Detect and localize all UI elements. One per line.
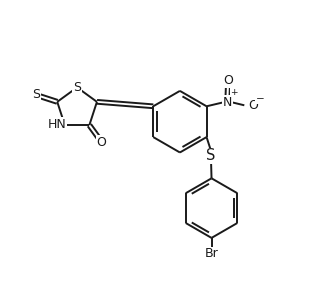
Text: S: S [73,81,81,94]
Text: O: O [97,136,107,148]
Text: O: O [248,99,258,112]
Text: O: O [223,74,233,87]
Text: N: N [223,96,232,109]
Text: +: + [230,88,238,97]
Text: S: S [32,89,40,101]
Text: HN: HN [48,118,66,131]
Text: −: − [256,94,265,104]
Text: S: S [206,148,216,164]
Text: Br: Br [205,247,218,260]
